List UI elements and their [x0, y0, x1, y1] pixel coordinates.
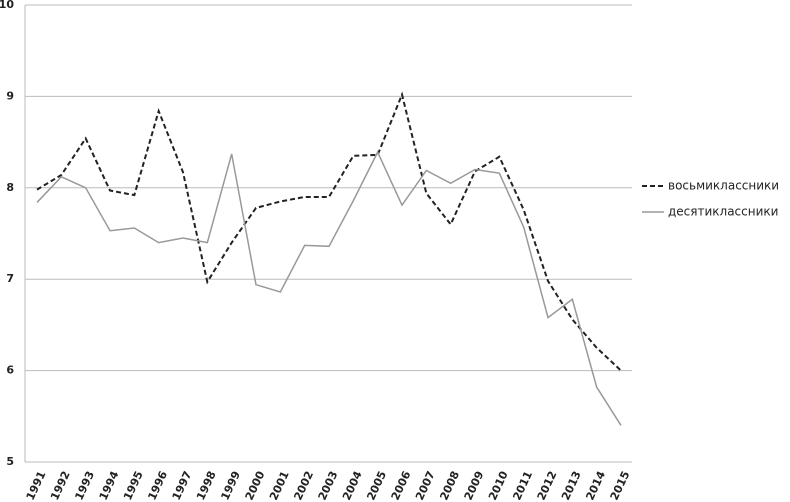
x-tick-label: 2007	[413, 469, 438, 502]
x-tick-label: 2001	[267, 469, 292, 502]
x-tick-label: 2015	[608, 469, 633, 502]
x-tick-label: 2014	[583, 469, 608, 502]
series-line	[36, 150, 622, 426]
y-tick-label: 6	[6, 364, 14, 377]
x-tick-label: 1992	[48, 469, 73, 502]
y-tick-label: 8	[6, 181, 14, 194]
y-tick-label: 9	[6, 89, 14, 102]
x-tick-label: 2013	[559, 469, 584, 502]
x-tick-label: 1996	[145, 469, 170, 502]
x-tick-label: 1995	[121, 469, 146, 502]
y-tick-label: 5	[6, 455, 14, 468]
x-tick-label: 2004	[340, 469, 365, 502]
legend-label: восьмиклассники	[668, 179, 779, 193]
x-tick-label: 2012	[535, 469, 560, 502]
x-tick-label: 1993	[72, 469, 97, 502]
x-tick-label: 1997	[170, 469, 195, 502]
x-tick-label: 2011	[510, 469, 535, 502]
x-tick-label: 2005	[364, 469, 389, 502]
x-tick-label: 2008	[437, 469, 462, 502]
legend-label: десятиклассники	[668, 205, 778, 219]
y-tick-label: 10	[0, 0, 14, 11]
x-tick-label: 2010	[486, 469, 511, 502]
x-tick-label: 2003	[316, 469, 341, 502]
series-line	[36, 91, 622, 372]
x-tick-label: 2002	[291, 469, 316, 502]
x-tick-label: 1994	[97, 469, 122, 502]
x-tick-label: 1999	[218, 469, 243, 502]
y-tick-label: 7	[6, 272, 14, 285]
x-tick-label: 1998	[194, 469, 219, 502]
x-tick-label: 2000	[243, 469, 268, 502]
x-tick-label: 1991	[24, 469, 49, 502]
x-tick-label: 2006	[389, 469, 414, 502]
x-tick-label: 2009	[462, 469, 487, 502]
